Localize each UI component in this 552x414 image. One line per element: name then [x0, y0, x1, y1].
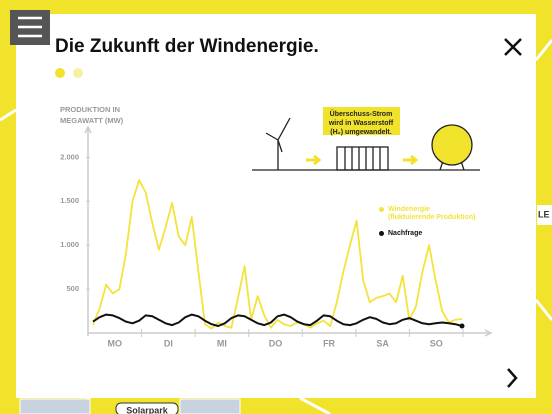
y-axis [84, 125, 92, 336]
y-tick-label: 1.500 [60, 196, 79, 205]
x-axis [88, 329, 493, 337]
page-dot[interactable] [73, 68, 83, 78]
illustration [252, 107, 480, 171]
legend-label: Nachfrage [388, 230, 423, 237]
end-point [459, 323, 465, 329]
x-tick-label: SA [376, 338, 389, 348]
legend-swatch [379, 231, 384, 236]
next-button[interactable] [507, 368, 518, 388]
x-tick-label: FR [323, 338, 335, 348]
page-dot[interactable] [55, 68, 65, 78]
modal-title: Die Zukunft der Windenergie. [55, 36, 319, 57]
illustration-label: Überschuss-Strom wird in Wasserstoff (H₂) … [328, 109, 394, 136]
map-background [0, 39, 552, 414]
series-line [92, 313, 463, 327]
y-tick-label: 2.000 [60, 152, 79, 161]
legend: Windenergie (fluktuierende Produktion) Na… [379, 206, 476, 246]
legend-label: Windenergie (fluktuierende Produktion) [388, 206, 476, 221]
x-tick-label: SO [430, 338, 443, 348]
menu-button[interactable] [10, 10, 50, 45]
legend-item: Nachfrage [379, 230, 476, 238]
x-tick-label: MO [108, 338, 123, 348]
legend-item: Windenergie (fluktuierende Produktion) [379, 206, 476, 222]
x-tick-label: MI [217, 338, 227, 348]
close-button[interactable] [504, 38, 522, 56]
y-axis-label: PRODUKTION IN MEGAWATT (MW) [60, 105, 124, 125]
x-tick-label: DI [164, 338, 173, 348]
series-line [92, 179, 463, 330]
y-tick-label: 1.000 [60, 240, 79, 249]
map-label: Solarpark [126, 405, 169, 414]
legend-swatch [379, 207, 384, 212]
y-tick-label: 500 [66, 284, 79, 293]
x-tick-label: DO [269, 338, 283, 348]
map-label: LE [538, 209, 550, 219]
modal [16, 14, 536, 398]
